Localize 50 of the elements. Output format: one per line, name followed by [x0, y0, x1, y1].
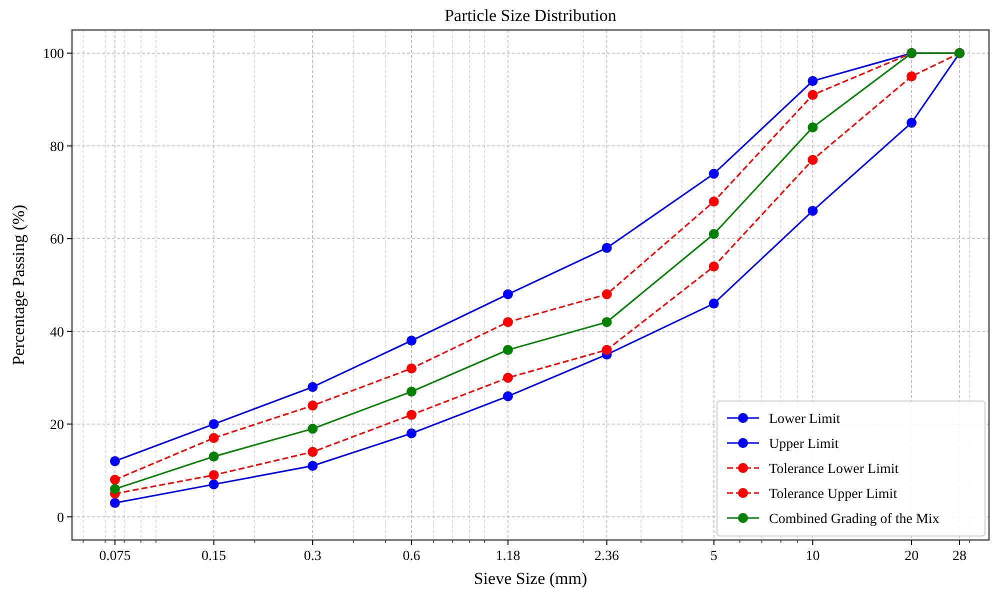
point: [308, 382, 318, 392]
x-tick-label: 0.075: [99, 549, 131, 564]
x-tick-label: 0.6: [402, 549, 420, 564]
point: [708, 229, 719, 239]
point: [708, 298, 719, 309]
point: [308, 446, 318, 457]
point: [808, 122, 818, 132]
point: [708, 261, 719, 272]
point: [208, 433, 219, 443]
point: [906, 118, 917, 128]
point: [208, 419, 219, 430]
point: [708, 196, 719, 207]
point: [110, 456, 120, 466]
legend-label: Tolerance Lower Limit: [769, 462, 899, 477]
point: [808, 76, 818, 86]
point: [110, 498, 120, 508]
x-tick-label: 0.3: [304, 549, 322, 564]
x-tick-label: 1.18: [496, 549, 520, 564]
x-tick-label: 5: [710, 549, 718, 564]
y-axis-title: Percentage Passing (%): [9, 204, 28, 366]
point: [708, 168, 719, 179]
y-tick-label: 20: [50, 418, 64, 434]
point: [808, 90, 818, 100]
x-tick-label: 0.15: [202, 549, 226, 564]
x-tick-label: 20: [904, 549, 919, 564]
point: [906, 71, 917, 82]
chart-title: Particle Size Distribution: [444, 6, 617, 25]
y-tick-label: 60: [50, 232, 64, 248]
point: [308, 460, 318, 471]
legend-label: Upper Limit: [769, 437, 839, 452]
point: [110, 484, 120, 494]
x-axis-title: Sieve Size (mm): [474, 569, 588, 588]
point: [110, 474, 120, 485]
y-tick-label: 80: [50, 140, 64, 155]
point: [808, 154, 818, 165]
y-tick-label: 40: [50, 325, 64, 340]
point: [208, 479, 219, 490]
point: [308, 424, 318, 434]
point: [308, 400, 318, 411]
legend-label: Tolerance Upper Limit: [769, 487, 898, 502]
y-tick-label: 100: [43, 47, 64, 62]
legend-label: Combined Grading of the Mix: [769, 512, 940, 527]
point: [208, 452, 219, 462]
point: [808, 206, 818, 216]
x-tick-label: 10: [806, 549, 820, 564]
point: [208, 470, 219, 480]
y-tick-label: 0: [57, 510, 64, 526]
legend-label: Lower Limit: [769, 412, 840, 427]
x-tick-label: 28: [952, 549, 967, 564]
x-tick-label: 2.36: [594, 549, 620, 564]
